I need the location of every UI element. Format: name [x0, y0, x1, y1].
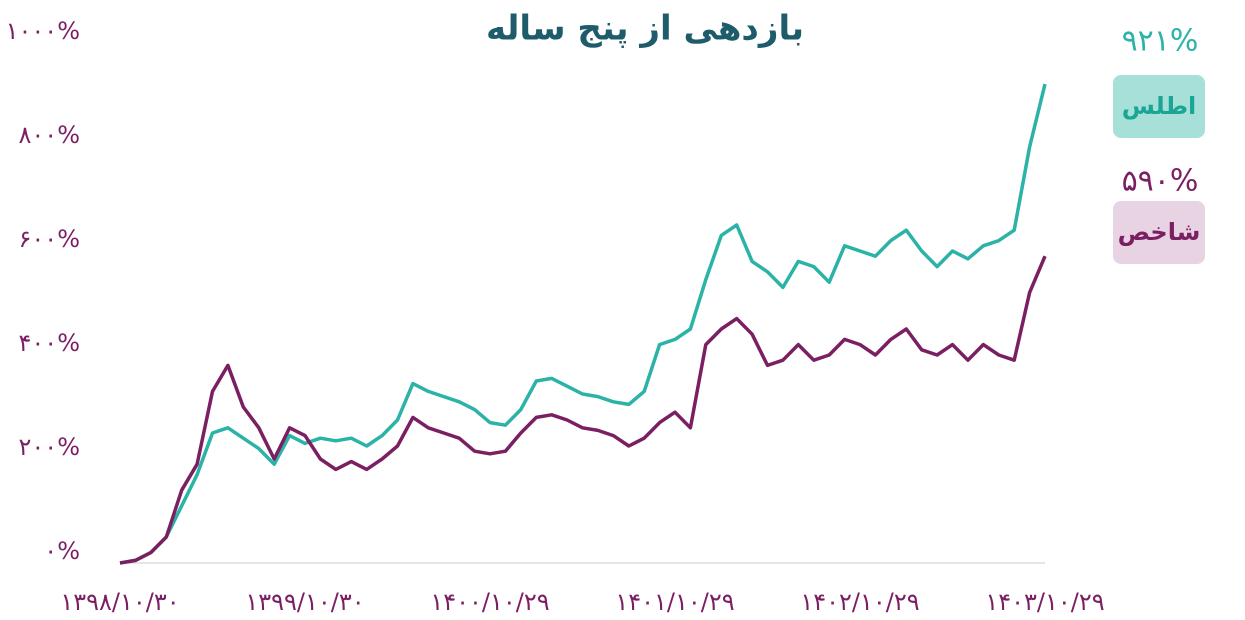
x-tick-label: ۱۴۰۲/۱۰/۲۹ — [800, 588, 919, 616]
end-value-label: ۵۹۰% — [1122, 164, 1199, 199]
y-tick-label: ۱۰۰۰% — [6, 17, 80, 45]
y-tick-label: ۸۰۰% — [19, 121, 80, 149]
y-tick-label: ۲۰۰% — [19, 433, 80, 461]
legend-box — [1113, 201, 1205, 264]
x-tick-label: ۱۴۰۰/۱۰/۲۹ — [430, 588, 549, 616]
legend-label: اطلس — [1122, 92, 1197, 120]
legend-label: شاخص — [1118, 218, 1201, 246]
y-tick-label: ۴۰۰% — [19, 329, 80, 357]
x-tick-label: ۱۴۰۳/۱۰/۲۹ — [985, 588, 1104, 616]
chart-title: بازدهی از پنج ساله — [486, 9, 804, 49]
x-tick-label: ۱۴۰۱/۱۰/۲۹ — [615, 588, 734, 616]
y-tick-label: ۰% — [44, 537, 80, 565]
end-value-label: ۹۲۱% — [1122, 24, 1199, 59]
y-tick-label: ۶۰۰% — [19, 225, 80, 253]
legend-box — [1113, 75, 1205, 138]
x-tick-label: ۱۳۹۸/۱۰/۳۰ — [60, 588, 179, 616]
series-line — [119, 255, 1047, 565]
x-tick-label: ۱۳۹۹/۱۰/۳۰ — [245, 588, 364, 616]
series-line — [119, 83, 1047, 565]
